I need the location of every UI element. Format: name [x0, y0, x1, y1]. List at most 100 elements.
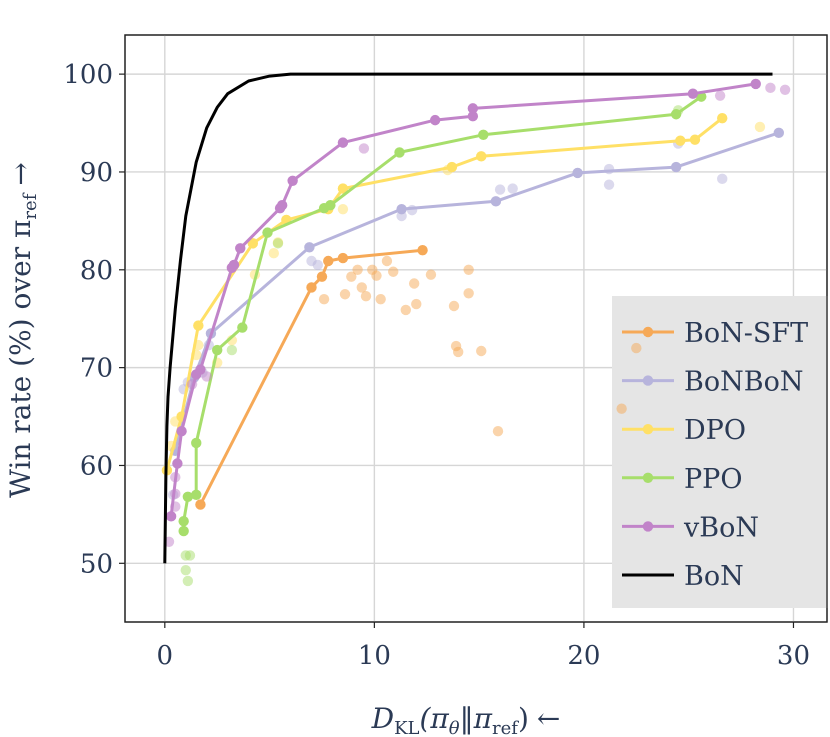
- x-tick-label: 10: [358, 641, 391, 671]
- bon-sft-scatter-point: [476, 345, 487, 357]
- ppo-line-point: [237, 322, 248, 333]
- vbon-line-point: [337, 137, 349, 148]
- series-bon: [163, 72, 773, 564]
- ppo-line-point: [191, 489, 202, 501]
- vbon-line-point: [195, 364, 206, 375]
- dpo-scatter-point: [268, 247, 279, 259]
- bon-sft-line-point: [323, 255, 334, 267]
- ppo-line-point: [325, 200, 336, 211]
- legend-background-layer: [612, 296, 828, 608]
- bon-sft-scatter-point: [356, 282, 367, 293]
- ppo-line-point: [178, 525, 189, 537]
- legend-label: DPO: [684, 415, 746, 446]
- dpo-line-point: [446, 161, 458, 173]
- x-axis-label-sub: KL: [394, 718, 419, 737]
- legend-marker: [642, 472, 654, 483]
- bon-sft-scatter-point: [388, 266, 399, 277]
- dpo-line-point: [193, 320, 204, 331]
- vbon-scatter-point: [201, 371, 212, 382]
- bon-sft-scatter-point: [360, 291, 372, 302]
- bonbon-line-point: [490, 196, 502, 207]
- vbon-line-point: [276, 200, 288, 211]
- bon-sft-scatter-point: [631, 342, 642, 354]
- plot-area: [124, 34, 828, 623]
- series-vbon: [163, 78, 791, 547]
- bonbon-line-point: [670, 161, 682, 173]
- bon-sft-scatter-point: [375, 293, 386, 305]
- ticks: 0 10 20 30 50 60 70 80 90 100: [63, 60, 810, 671]
- bon-sft-scatter-point: [371, 270, 382, 281]
- vbon-line-point: [165, 511, 177, 522]
- bon-sft-line-point: [337, 252, 349, 264]
- ppo-line-point: [212, 344, 223, 356]
- bon-sft-scatter-point: [448, 300, 460, 312]
- vbon-scatter-point: [779, 84, 791, 95]
- bon-sft-scatter-point: [411, 298, 422, 310]
- ppo-scatter-point: [180, 564, 191, 576]
- bonbon-line-point: [304, 242, 315, 253]
- ppo-scatter-point: [182, 575, 194, 587]
- bonbon-line-point: [773, 127, 785, 139]
- legend-item-bon: BoN: [622, 561, 744, 592]
- y-tick-label: 100: [63, 60, 113, 90]
- y-tick-label: 90: [80, 158, 113, 188]
- ppo-line-point: [670, 109, 682, 120]
- bonbon-scatter-point: [312, 259, 323, 271]
- bonbon-scatter-point: [603, 179, 615, 190]
- bon-sft-scatter-point: [346, 271, 357, 282]
- legend-item-ppo: PPO: [622, 464, 742, 495]
- bon-sft-line-point: [195, 499, 206, 510]
- dpo-line-point: [675, 135, 686, 146]
- legend-label: BoNBoN: [684, 367, 803, 398]
- ppo-line-point: [262, 227, 273, 238]
- bon-sft-scatter-point: [616, 403, 627, 414]
- bon-sft-scatter-point: [492, 426, 504, 437]
- ppo-scatter-point: [226, 344, 238, 356]
- bon-sft-scatter-point: [452, 346, 464, 358]
- series-ppo: [178, 91, 707, 587]
- vbon-line-point: [176, 426, 187, 437]
- legend-item-bon-sft: BoN-SFT: [622, 318, 808, 349]
- bon-line: [163, 72, 773, 564]
- legend-marker: [642, 375, 654, 386]
- ppo-line-point: [478, 129, 489, 140]
- legend-label: BoN-SFT: [684, 318, 808, 349]
- vbon-line-point: [429, 114, 441, 126]
- series-bon-sft: [195, 245, 642, 510]
- dpo-line-point: [337, 183, 349, 194]
- dpo-line-point: [717, 112, 728, 124]
- legend-marker: [642, 326, 654, 338]
- y-axis-label: Win rate (%) over πref→: [4, 162, 41, 498]
- bonbon-scatter-point: [507, 183, 518, 194]
- bonbon-scatter-point: [717, 173, 728, 185]
- bon-sft-scatter-point: [400, 304, 411, 316]
- vbon-line-point: [235, 243, 246, 254]
- y-tick-label: 60: [80, 451, 113, 481]
- x-tick-label: 0: [157, 641, 174, 671]
- bon-sft-scatter-point: [381, 255, 393, 267]
- bon-sft-scatter-point: [463, 288, 474, 299]
- ppo-line-point: [182, 491, 194, 502]
- bon-sft-line-point: [316, 271, 328, 282]
- x-tick-label: 30: [777, 641, 810, 671]
- bon-sft-line-point: [417, 245, 428, 256]
- bon-sft-scatter-point: [339, 289, 351, 300]
- vbon-line-point: [467, 103, 479, 114]
- bon-sft-scatter-point: [463, 264, 474, 275]
- x-axis-label: DKL(πθ‖πref) ←: [371, 702, 561, 737]
- ppo-line-point: [394, 147, 405, 158]
- legend-label: BoN: [684, 561, 744, 592]
- bon-sft-scatter-point: [425, 269, 437, 280]
- bon-sft-scatter-point: [318, 293, 330, 305]
- vbon-line-point: [172, 458, 183, 469]
- y-tick-label: 50: [80, 549, 113, 579]
- ppo-line-point: [178, 516, 189, 527]
- vbon-scatter-point: [358, 143, 370, 154]
- bonbon-line-point: [572, 167, 583, 179]
- legend-marker: [642, 521, 654, 532]
- ppo-scatter-point: [272, 238, 284, 249]
- vbon-line-point: [750, 78, 761, 90]
- dpo-line-point: [689, 134, 701, 145]
- legend-marker: [642, 424, 654, 435]
